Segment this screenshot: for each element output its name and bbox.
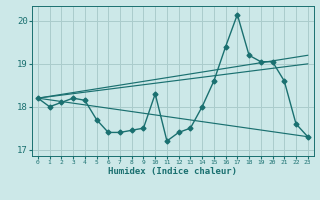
X-axis label: Humidex (Indice chaleur): Humidex (Indice chaleur): [108, 167, 237, 176]
